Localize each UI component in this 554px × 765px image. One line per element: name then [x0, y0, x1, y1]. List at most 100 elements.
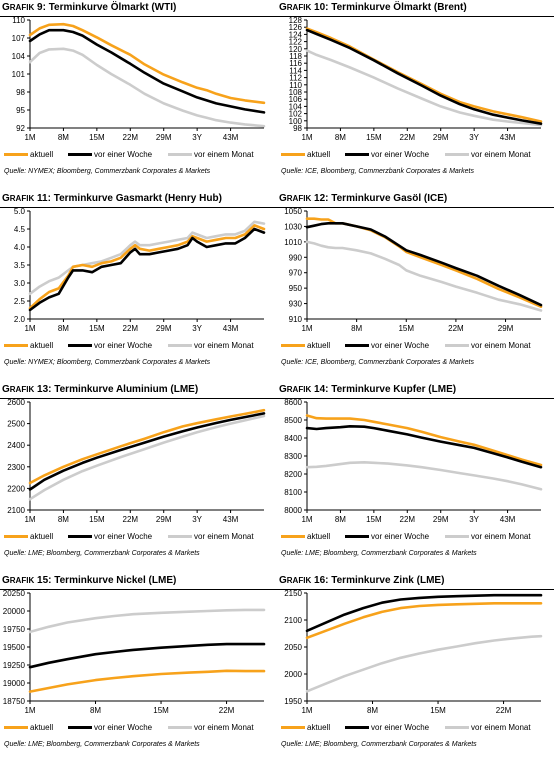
- title-number: 11:: [34, 193, 54, 204]
- legend-item-aktuell: aktuell: [281, 723, 330, 732]
- legend-label: vor einer Woche: [94, 150, 153, 159]
- x-tick-label: 1M: [301, 706, 312, 715]
- y-tick-label: 1030: [284, 222, 302, 231]
- y-tick-label: 124: [289, 30, 303, 39]
- legend-label: vor einer Woche: [94, 341, 153, 350]
- series-line-monat: [305, 240, 543, 312]
- x-tick-label: 1M: [301, 515, 312, 524]
- chart-panel-11: GRAFIK 11: Terminkurve Gasmarkt (Henry H…: [0, 191, 277, 382]
- series-line-aktuell: [305, 414, 543, 467]
- source-note: Quelle: LME; Bloomberg, Commerzbank Corp…: [4, 550, 200, 557]
- legend-label: aktuell: [30, 341, 54, 350]
- x-tick-label: 3Y: [192, 515, 202, 524]
- y-tick-label: 2000: [284, 670, 302, 679]
- legend-swatch: [68, 535, 92, 539]
- legend-label: vor einer Woche: [94, 723, 153, 732]
- title-number: 13:: [34, 384, 55, 395]
- legend-swatch: [168, 344, 192, 348]
- legend-item-monat: vor einem Monat: [445, 341, 531, 350]
- x-tick-label: 3Y: [469, 515, 479, 524]
- series-line-aktuell: [28, 669, 266, 693]
- legend-swatch: [445, 535, 469, 539]
- y-tick-label: 116: [289, 59, 302, 68]
- legend-item-aktuell: aktuell: [281, 150, 330, 159]
- chart-panel-16: GRAFIK 16: Terminkurve Zink (LME) 2150 210…: [277, 573, 554, 764]
- y-tick-label: 19250: [3, 661, 26, 670]
- y-tick-label: 8600: [284, 398, 302, 407]
- legend-label: vor einem Monat: [194, 723, 254, 732]
- x-tick-label: 43M: [223, 133, 239, 142]
- y-tick-label: 8200: [284, 470, 302, 479]
- x-tick-label: 29M: [156, 515, 172, 524]
- y-tick-label: 2100: [284, 616, 302, 625]
- y-tick-label: 98: [293, 124, 302, 133]
- legend-label: vor einer Woche: [371, 723, 430, 732]
- legend-item-woche: vor einer Woche: [345, 150, 429, 159]
- y-tick-label: 128: [289, 16, 303, 25]
- legend-item-monat: vor einem Monat: [168, 723, 254, 732]
- title-number: 9:: [34, 2, 49, 13]
- y-tick-label: 2200: [7, 484, 25, 493]
- legend-label: vor einem Monat: [471, 341, 531, 350]
- source-note: Quelle: ICE, Bloomberg, Commerzbank Corp…: [281, 168, 474, 175]
- x-tick-label: 22M: [123, 133, 139, 142]
- legend-label: vor einem Monat: [471, 150, 531, 159]
- y-tick-label: 104: [289, 102, 303, 111]
- series-line-monat: [305, 634, 543, 693]
- legend-label: vor einer Woche: [371, 150, 430, 159]
- y-tick-label: 2300: [7, 463, 25, 472]
- y-tick-label: 8000: [284, 506, 302, 515]
- y-tick-label: 20000: [3, 607, 26, 616]
- legend-item-woche: vor einer Woche: [68, 341, 152, 350]
- x-tick-label: 22M: [448, 324, 464, 333]
- x-tick-label: 15M: [153, 706, 169, 715]
- legend-item-monat: vor einem Monat: [168, 341, 254, 350]
- x-tick-label: 3Y: [192, 324, 202, 333]
- legend-label: vor einer Woche: [371, 341, 430, 350]
- title-prefix-small: RAFIK: [286, 576, 312, 585]
- x-tick-label: 29M: [156, 324, 172, 333]
- x-tick-label: 15M: [366, 133, 382, 142]
- legend-label: vor einem Monat: [194, 150, 254, 159]
- title-text: Terminkurve Zink (LME): [331, 575, 445, 586]
- title-rule: [277, 16, 554, 17]
- title-prefix: G: [279, 575, 287, 586]
- legend-item-monat: vor einem Monat: [445, 532, 531, 541]
- x-tick-label: 15M: [366, 515, 382, 524]
- x-tick-label: 8M: [335, 515, 346, 524]
- y-tick-label: 19750: [3, 625, 26, 634]
- legend-swatch: [168, 726, 192, 730]
- legend-item-woche: vor einer Woche: [345, 723, 429, 732]
- series-line-monat: [28, 414, 266, 501]
- chart-panel-9: GRAFIK 9: Terminkurve Ölmarkt (WTI) 110 10…: [0, 0, 277, 191]
- y-tick-label: 110: [12, 16, 25, 25]
- chart-title: GRAFIK 16: Terminkurve Zink (LME): [279, 575, 444, 586]
- legend-swatch: [68, 726, 92, 730]
- series-line-woche: [28, 642, 266, 669]
- legend-label: aktuell: [307, 723, 331, 732]
- y-tick-label: 122: [289, 38, 303, 47]
- legend-swatch: [345, 344, 369, 348]
- title-prefix-small: RAFIK: [286, 3, 312, 12]
- y-tick-label: 1950: [284, 697, 302, 706]
- x-tick-label: 22M: [496, 706, 512, 715]
- series-line-aktuell: [28, 224, 266, 310]
- title-prefix: G: [2, 384, 10, 395]
- legend-item-aktuell: aktuell: [4, 341, 53, 350]
- legend-swatch: [445, 726, 469, 730]
- legend-label: vor einem Monat: [194, 532, 254, 541]
- y-tick-label: 104: [12, 52, 26, 61]
- series-line-monat: [28, 608, 266, 634]
- x-tick-label: 15M: [89, 515, 105, 524]
- source-note: Quelle: NYMEX; Bloomberg, Commerzbank Co…: [4, 359, 211, 366]
- legend-label: vor einer Woche: [371, 532, 430, 541]
- y-tick-label: 107: [12, 34, 26, 43]
- legend-label: aktuell: [307, 532, 331, 541]
- y-tick-label: 106: [289, 95, 303, 104]
- legend-item-aktuell: aktuell: [4, 723, 53, 732]
- legend-item-monat: vor einem Monat: [168, 532, 254, 541]
- legend-item-woche: vor einer Woche: [345, 341, 429, 350]
- x-tick-label: 1M: [24, 706, 35, 715]
- legend-swatch: [68, 344, 92, 348]
- y-tick-label: 1050: [284, 207, 302, 216]
